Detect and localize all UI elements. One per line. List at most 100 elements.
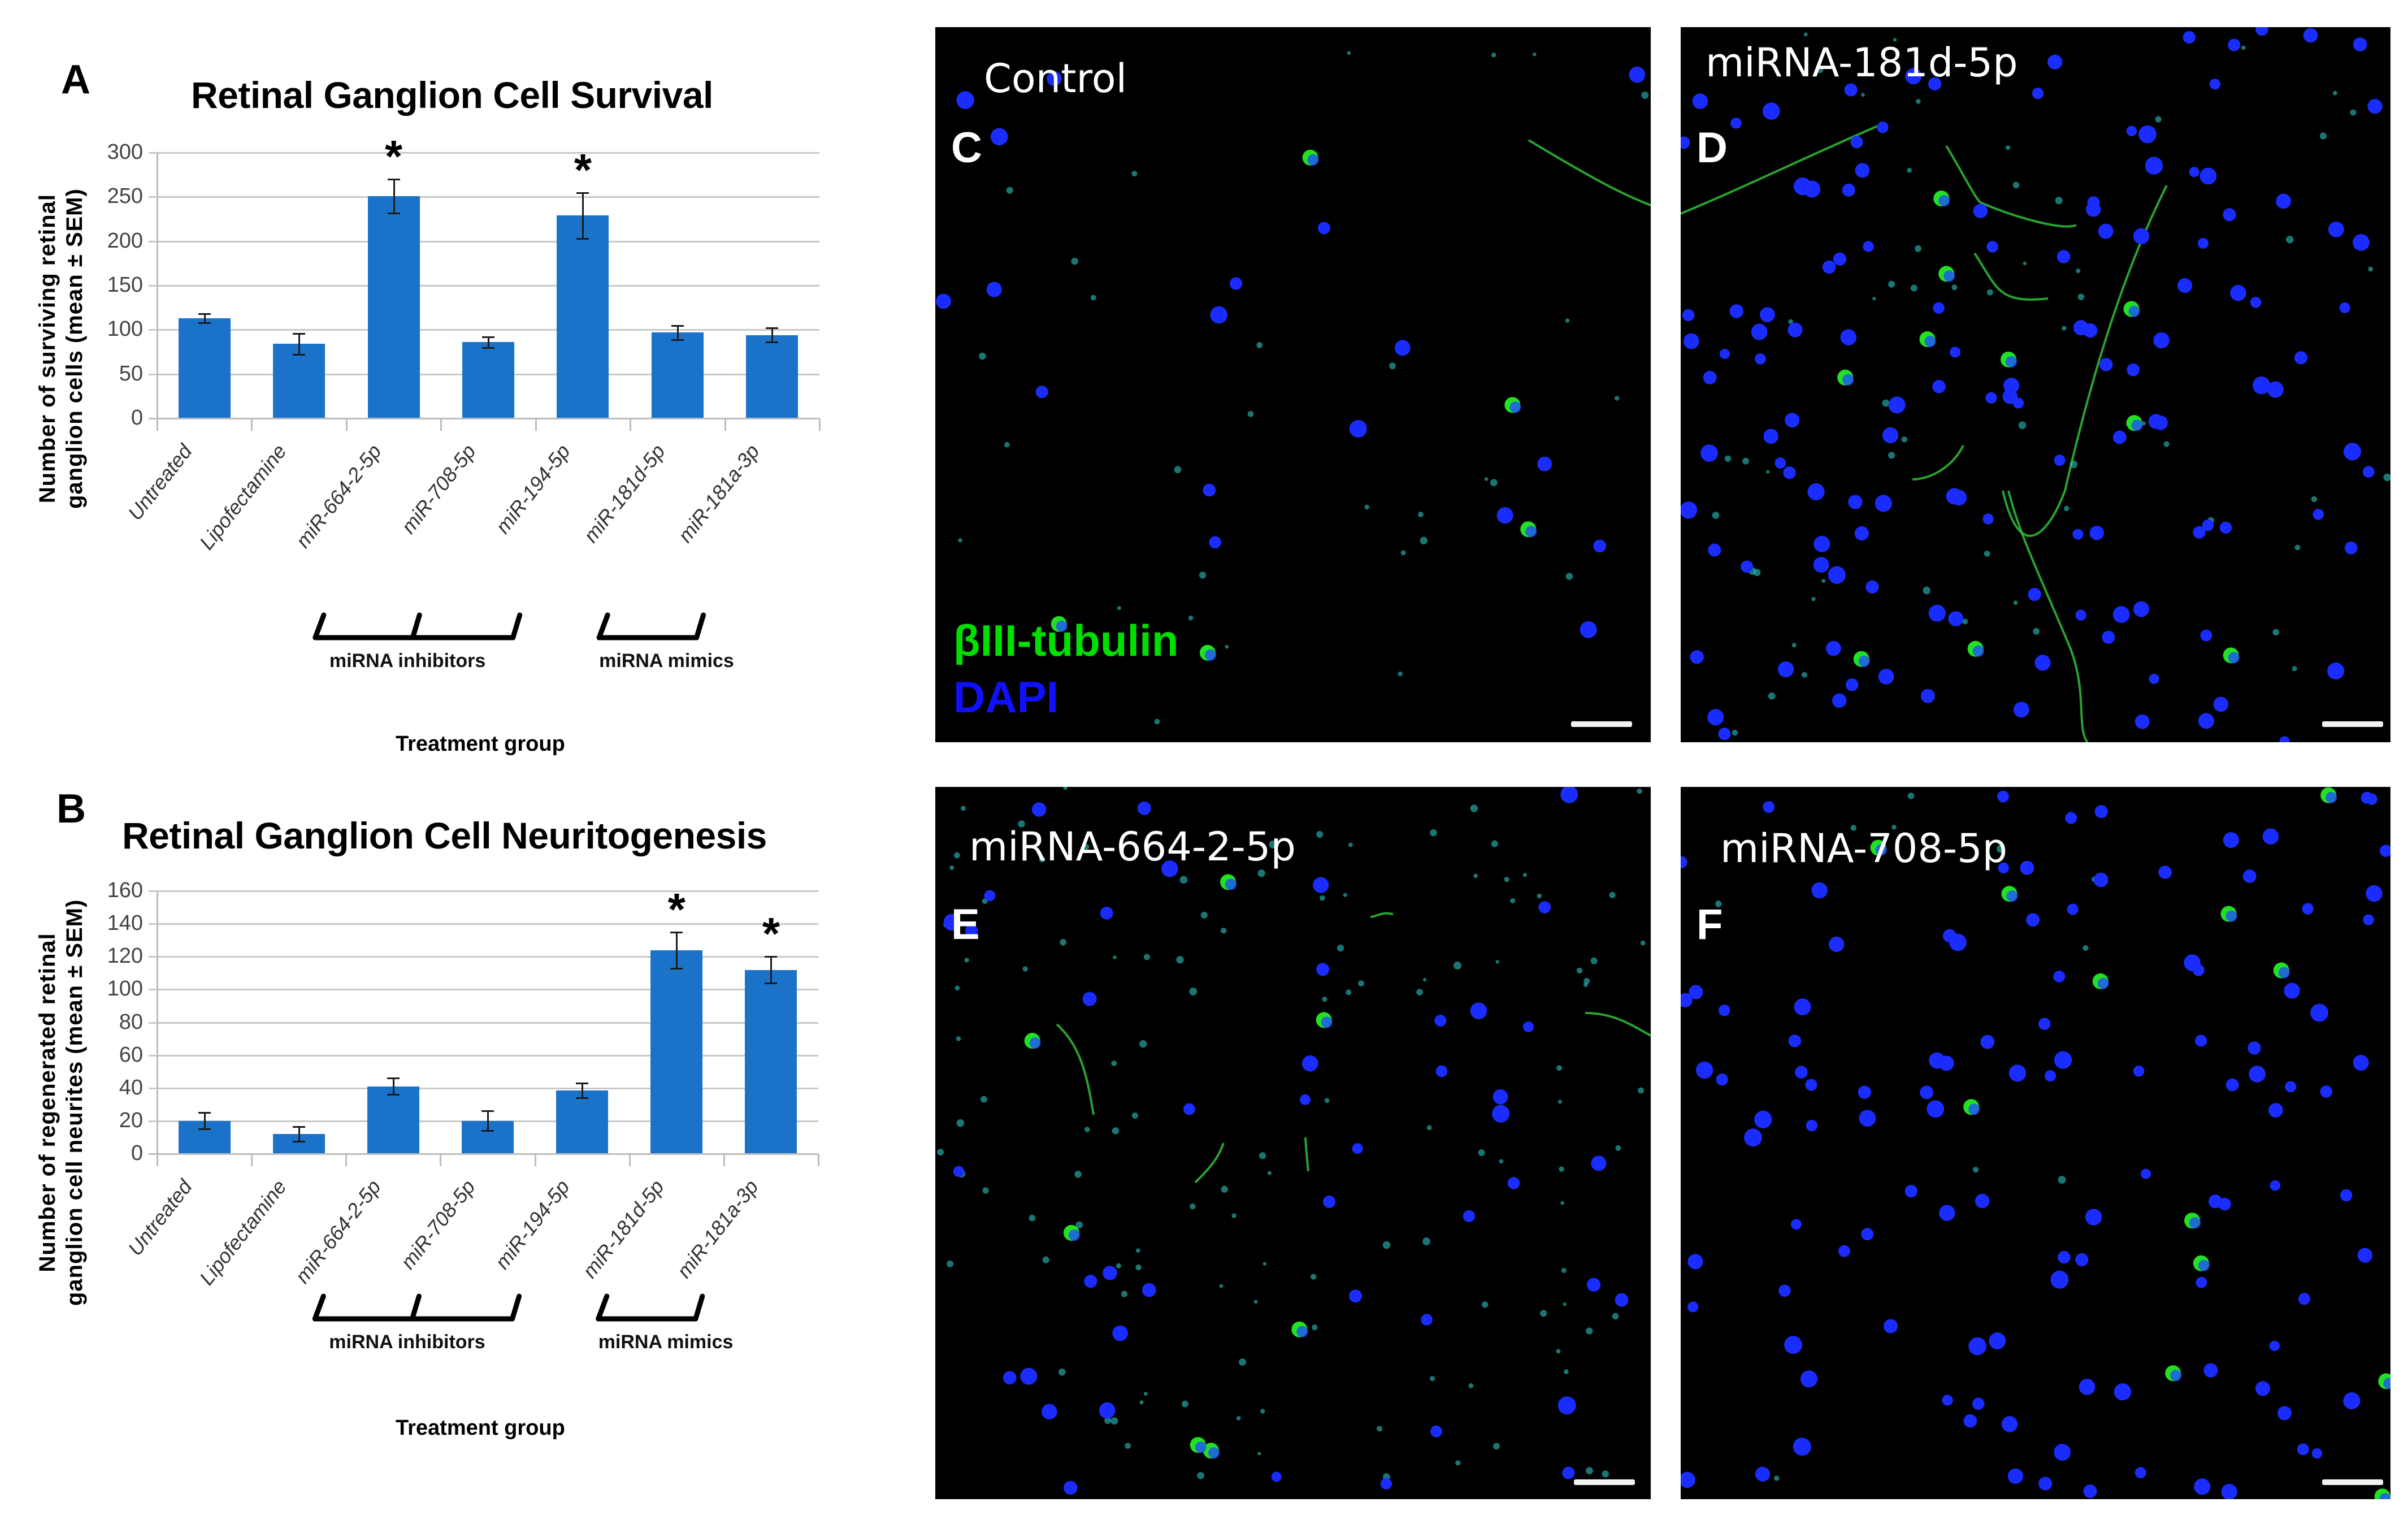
cell-field: [937, 787, 1651, 1495]
group-label-mimics: miRNA mimics: [598, 1331, 734, 1353]
gridline: [149, 1087, 818, 1089]
error-cap-top: [766, 327, 779, 330]
legend-dapi: DAPI: [953, 672, 1059, 722]
x-tick-mark: [345, 418, 348, 431]
error-cap-bottom: [576, 237, 589, 240]
error-cap-bottom: [198, 322, 211, 324]
error-cap-bottom: [671, 339, 684, 341]
error-cap-top: [765, 956, 778, 958]
x-tick-mark: [251, 1154, 253, 1166]
error-bar: [771, 328, 774, 343]
x-axis-title-neuritogenesis: Treatment group: [396, 1416, 565, 1440]
error-bar: [676, 932, 678, 968]
error-cap-bottom: [198, 1128, 211, 1131]
y-tick-label: 250: [107, 184, 143, 209]
error-bar: [582, 1083, 584, 1098]
error-cap-bottom: [387, 212, 400, 214]
bar-mir-708-5p: [462, 342, 515, 418]
micrograph-mirna-664-2-5p: miRNA-664-2-5p E: [935, 787, 1651, 1499]
group-brackets: [313, 612, 706, 640]
error-cap-bottom: [293, 354, 306, 356]
x-tick-mark: [157, 1154, 158, 1166]
y-tick-label: 120: [107, 944, 143, 968]
bar-mir-194-5p: [556, 1090, 609, 1154]
x-tick-mark: [251, 418, 253, 431]
significance-star: *: [667, 884, 685, 934]
micrograph-title-mirna-708-5p: miRNA-708-5p: [1720, 825, 2008, 872]
error-bar: [770, 956, 773, 983]
panel-letter-f: F: [1697, 901, 1723, 949]
y-tick-label: 20: [119, 1108, 143, 1132]
error-bar: [298, 333, 301, 355]
scale-bar: [2322, 1479, 2383, 1485]
group-label-mimics: miRNA mimics: [599, 650, 734, 672]
gridline: [149, 240, 819, 243]
significance-star: *: [574, 144, 592, 195]
error-cap-top: [482, 336, 494, 338]
x-tick-mark: [345, 1154, 348, 1166]
error-cap-top: [387, 1077, 400, 1080]
x-tick-mark: [535, 418, 537, 431]
error-cap-bottom: [292, 1141, 305, 1143]
error-cap-top: [671, 324, 684, 327]
panel-letter-b: B: [57, 786, 86, 832]
error-cap-top: [670, 931, 683, 933]
y-tick-label: 80: [119, 1010, 143, 1034]
gridline: [149, 329, 819, 331]
group-label-inhibitors: miRNA inhibitors: [329, 650, 486, 672]
error-cap-bottom: [766, 341, 779, 344]
error-bar: [393, 179, 395, 213]
y-tick-label: 0: [131, 406, 143, 430]
x-tick-mark: [157, 418, 158, 431]
legend-betaIII-tubulin: βIII-tubulin: [953, 616, 1179, 665]
error-bar: [487, 1111, 489, 1131]
x-tick-mark: [723, 1154, 725, 1166]
micrograph-mirna-708-5p: miRNA-708-5p F: [1681, 787, 2390, 1499]
cell-field: [936, 51, 1651, 725]
x-tick-mark: [534, 1154, 536, 1166]
gridline: [149, 1021, 818, 1024]
x-tick-mark: [818, 1154, 819, 1166]
y-tick-label: 50: [119, 361, 143, 386]
y-axis-label-survival: Number of surviving retinal ganglion cel…: [34, 188, 88, 509]
error-cap-bottom: [481, 1130, 494, 1132]
x-tick-mark: [630, 418, 632, 431]
y-tick-label: 0: [131, 1141, 143, 1165]
error-cap-bottom: [576, 1097, 589, 1100]
group-brackets: [312, 1293, 705, 1322]
bar-mir-664-2-5p: [367, 196, 420, 418]
gridline: [149, 989, 818, 991]
x-tick-mark: [819, 418, 821, 431]
gridline: [149, 152, 819, 154]
error-bar: [582, 192, 584, 239]
y-tick-label: 150: [107, 273, 143, 297]
error-cap-top: [576, 192, 589, 194]
bar-untreated: [178, 318, 231, 418]
bar-mir-664-2-5p: [367, 1086, 419, 1154]
micrograph-title-mirna-664-2-5p: miRNA-664-2-5p: [969, 824, 1296, 870]
error-cap-top: [198, 313, 211, 315]
y-tick-label: 40: [119, 1075, 143, 1100]
x-tick-mark: [440, 1154, 442, 1166]
error-cap-top: [481, 1110, 494, 1113]
bar-lipofectamine: [273, 344, 326, 418]
y-axis-label-line-1: Number of regenerated retinal: [35, 933, 60, 1272]
error-cap-bottom: [482, 347, 494, 349]
y-tick-label: 300: [107, 140, 143, 164]
micrograph-mirna-181d-5p: miRNA-181d-5p D: [1681, 27, 2390, 742]
error-cap-bottom: [670, 967, 683, 969]
y-tick-label: 100: [107, 317, 143, 341]
panel-letter-d: D: [1697, 124, 1728, 172]
x-axis-line: [149, 418, 819, 419]
chart-title-survival: Retinal Ganglion Cell Survival: [191, 74, 713, 116]
panel-letter-e: E: [951, 901, 980, 949]
x-tick-mark: [724, 418, 726, 431]
error-bar: [676, 325, 679, 340]
x-axis-line: [149, 1153, 818, 1155]
group-label-inhibitors: miRNA inhibitors: [329, 1331, 485, 1353]
error-bar: [298, 1127, 300, 1142]
error-bar: [203, 314, 206, 323]
error-cap-bottom: [387, 1094, 400, 1096]
panel-letter-a: A: [61, 57, 90, 102]
y-axis-label-neuritogenesis: Number of regenerated retinal ganglion c…: [34, 899, 88, 1306]
